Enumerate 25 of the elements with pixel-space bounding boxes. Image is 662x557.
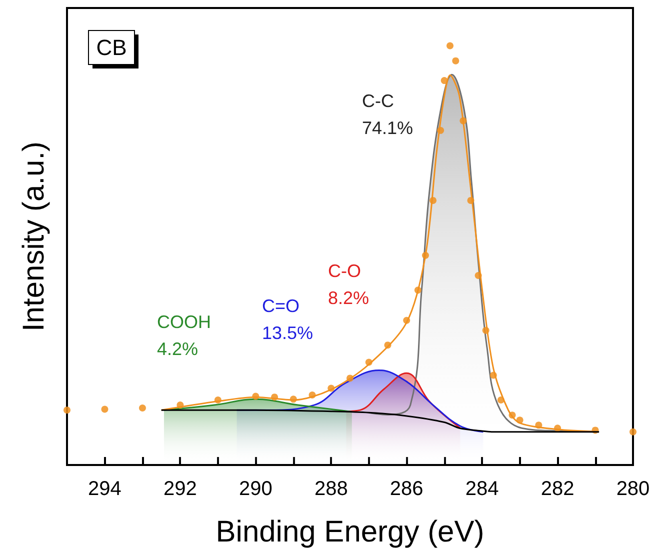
x-tick-label: 286 (390, 478, 424, 500)
annotation: CB (96, 35, 127, 60)
x-tick-label: 292 (164, 478, 197, 500)
point (630, 428, 636, 436)
point (64, 406, 70, 414)
annotation: 13.5% (262, 323, 314, 343)
text: C-C (362, 91, 394, 111)
point (446, 42, 454, 50)
x-tick-label: 284 (465, 478, 499, 500)
text: COOH (157, 312, 211, 332)
text: C=O (262, 296, 300, 316)
text: C-O (328, 261, 361, 281)
x-tick-label: 282 (540, 478, 574, 500)
y-axis-title: Intensity (a.u.) (18, 141, 50, 332)
point (138, 404, 146, 412)
x-tick-label: 280 (616, 478, 650, 500)
point (452, 57, 460, 64)
annotation: 74.1% (362, 118, 414, 138)
point (101, 406, 108, 413)
annotation: 8.2% (328, 288, 370, 308)
x-tick-label: 290 (238, 478, 272, 500)
x-tick-label: 288 (314, 478, 348, 500)
x-axis-title: Binding Energy (eV) (216, 516, 484, 548)
annotation: 4.2% (157, 339, 198, 359)
x-tick-label: 294 (88, 478, 122, 500)
